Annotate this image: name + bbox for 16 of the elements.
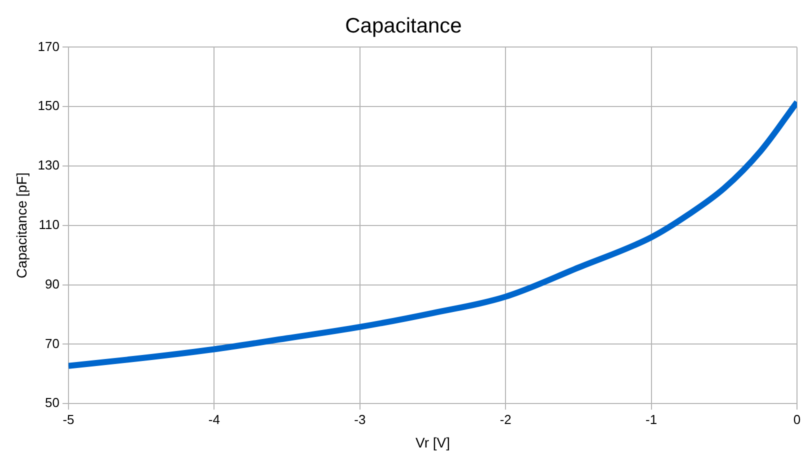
- chart-title: Capacitance: [345, 14, 462, 38]
- y-tick-label: 110: [38, 216, 60, 232]
- y-tick-label: 150: [38, 98, 60, 114]
- x-tick-label: 0: [793, 412, 801, 427]
- y-tick-label: 90: [45, 276, 60, 292]
- y-tick-label: 70: [45, 336, 60, 351]
- y-tick-label: 50: [45, 395, 60, 410]
- y-axis-title: Capacitance [pF]: [13, 172, 30, 278]
- x-tick-label: -4: [208, 412, 220, 427]
- x-tick-label: -1: [646, 412, 658, 427]
- x-tick-label: -2: [500, 412, 512, 427]
- x-axis-title: Vr [V]: [415, 434, 450, 450]
- y-tick-label: 130: [38, 158, 60, 173]
- x-tick-label: -3: [354, 412, 366, 427]
- x-tick-label: -5: [62, 412, 74, 427]
- y-tick-label: 170: [38, 38, 60, 54]
